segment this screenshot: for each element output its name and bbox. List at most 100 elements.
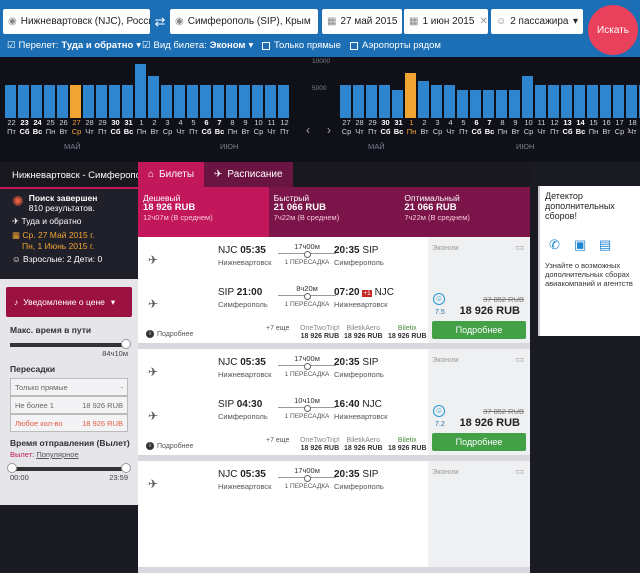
calendar-day[interactable]: 8 Пн [227,118,238,136]
price-bar[interactable] [613,85,624,118]
slider-handle[interactable] [121,339,131,349]
search-button[interactable]: Искать [588,5,638,55]
calendar-day[interactable]: 3 Ср [162,118,173,136]
calendar-day[interactable]: 22 Пт [7,118,16,136]
price-bar[interactable] [109,85,120,118]
price-bar[interactable] [239,85,250,118]
calendar-day[interactable]: 16 Вт [602,118,611,136]
calendar-day[interactable]: 2 Вт [150,118,159,136]
passengers-select[interactable]: ☺ 2 пассажира ▾ [491,9,583,34]
price-bar[interactable] [5,85,16,118]
price-bar[interactable] [496,90,507,118]
price-bar[interactable] [457,90,468,118]
price-bar[interactable] [96,85,107,118]
calendar-day[interactable]: 1 Пн [406,118,417,136]
calendar-day[interactable]: 30 Сб [110,118,121,136]
agency-offer[interactable]: OneTwoTrip! 18 926 RUB [300,437,340,452]
price-bar[interactable] [392,90,403,118]
price-bar[interactable] [509,90,520,118]
category-fastest[interactable]: Быстрый 21 066 RUB 7ч22м (В среднем) [273,193,340,222]
price-bar[interactable] [600,85,611,118]
price-bar[interactable] [135,64,146,118]
swap-icon[interactable]: ⇄ [154,13,166,29]
details-button[interactable]: Подробнее [432,321,526,339]
calendar-day[interactable]: 12 Пт [280,118,289,136]
price-bar[interactable] [57,85,68,118]
calendar-day[interactable]: 3 Ср [432,118,443,136]
calendar-day[interactable]: 11 Чт [537,118,546,136]
calendar-day[interactable]: 5 Пт [189,118,198,136]
calendar-day[interactable]: 31 Вс [393,118,404,136]
calendar-day[interactable]: 13 Сб [562,118,573,136]
calendar-day[interactable]: 7 Вс [484,118,495,136]
category-cheapest[interactable]: Дешевый 18 926 RUB 12ч07м (В среднем) [138,187,269,237]
price-bar[interactable] [405,73,416,118]
calendar-day[interactable]: 23 Сб [19,118,30,136]
price-bar[interactable] [379,85,390,118]
calendar-day[interactable]: 27 Ср [71,118,82,136]
price-bar[interactable] [83,85,94,118]
price-bar[interactable] [44,85,55,118]
calendar-day[interactable]: 28 Чт [85,118,94,136]
price-bar[interactable] [174,85,185,118]
price-bar[interactable] [161,85,172,118]
ticket-type-dropdown[interactable]: ☑ Вид билета: Эконом ▾ [142,40,254,51]
direct-checkbox[interactable]: Только прямые [262,40,341,51]
agency-offer[interactable]: Biletix 18 926 RUB [388,437,427,452]
price-bar[interactable] [148,76,159,118]
agency-offer[interactable]: BiletikAero 18 926 RUB [344,325,383,340]
slider-handle[interactable] [121,463,131,473]
calendar-day[interactable]: 15 Пн [588,118,599,136]
price-bar[interactable] [226,85,237,118]
price-bar[interactable] [265,85,276,118]
price-bar[interactable] [548,85,559,118]
more-agencies-link[interactable]: +7 еще [266,325,290,332]
category-optimal[interactable]: Оптимальный 21 066 RUB 7ч22м (В среднем) [404,193,470,222]
price-bar[interactable] [70,85,81,118]
price-alert-button[interactable]: ♪ Уведомление о цене ▾ [6,287,132,317]
max-time-slider[interactable] [10,339,131,349]
stops-direct-option[interactable]: Только прямые - [10,378,128,396]
from-field[interactable]: ◉ Нижневартовск (NJC), Россия [3,9,150,34]
depart-date-field[interactable]: ▦ 27 май 2015 [322,9,402,34]
calendar-day[interactable]: 4 Чт [446,118,455,136]
nearby-airports-checkbox[interactable]: Аэропорты рядом [350,40,441,51]
calendar-day[interactable]: 1 Пн [136,118,147,136]
details-button[interactable]: Подробнее [432,433,526,451]
calendar-day[interactable]: 4 Чт [176,118,185,136]
agency-offer[interactable]: BiletikAero 18 926 RUB [344,437,383,452]
calendar-day[interactable]: 29 Пт [368,118,377,136]
calendar-day[interactable]: 7 Вс [214,118,225,136]
price-bar[interactable] [418,81,429,118]
calendar-day[interactable]: 12 Пт [550,118,559,136]
price-bar[interactable] [213,85,224,118]
next-arrow-icon[interactable]: › [627,123,631,137]
return-date-field[interactable]: ▦ 1 июн 2015 ✕ [404,9,488,34]
calendar-day[interactable]: 6 Сб [471,118,482,136]
calendar-day[interactable]: 30 Сб [380,118,391,136]
calendar-day[interactable]: 10 Ср [253,118,264,136]
calendar-day[interactable]: 2 Вт [420,118,429,136]
calendar-day[interactable]: 8 Пн [497,118,508,136]
details-link[interactable]: i Подробнее [146,330,193,338]
agency-offer[interactable]: OneTwoTrip! 18 926 RUB [300,325,340,340]
calendar-day[interactable]: 27 Ср [341,118,352,136]
price-bar[interactable] [561,85,572,118]
popular-link[interactable]: Популярное [36,450,79,459]
next-arrow-icon[interactable]: › [327,123,331,137]
slider-handle[interactable] [7,463,17,473]
price-bar[interactable] [587,85,598,118]
tab-tickets[interactable]: ⌂ Билеты [138,162,205,187]
close-icon[interactable]: ✕ [479,16,488,27]
details-link[interactable]: i Подробнее [146,442,193,450]
calendar-day[interactable]: 29 Пт [98,118,107,136]
price-bar[interactable] [626,85,637,118]
price-bar[interactable] [122,85,133,118]
price-bar[interactable] [200,85,211,118]
price-bar[interactable] [278,85,289,118]
price-bar[interactable] [18,85,29,118]
price-bar[interactable] [535,85,546,118]
calendar-day[interactable]: 9 Вт [241,118,250,136]
stops-one-option[interactable]: Не более 1 18 926 RUB [10,396,128,414]
calendar-day[interactable]: 5 Пт [459,118,468,136]
